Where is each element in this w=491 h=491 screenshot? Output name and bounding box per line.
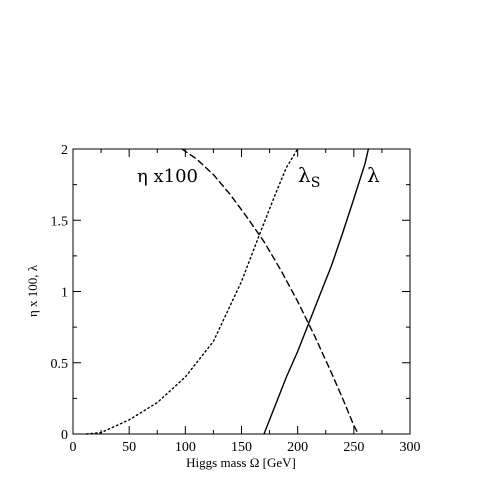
axis-ticks: [72, 148, 411, 435]
lambda-s-line: [85, 148, 299, 435]
plot-area: [85, 148, 370, 435]
x-tick-label: 0: [70, 440, 77, 455]
x-tick-label: 250: [343, 440, 364, 455]
series-label-lambda-s: λS: [298, 163, 320, 191]
lambda-s-main: λ: [298, 163, 311, 187]
x-tick-label: 150: [231, 440, 252, 455]
y-tick-label: 0.5: [51, 357, 69, 372]
y-tick-label: 0: [61, 428, 68, 443]
series-label-lambda: λ: [367, 163, 380, 187]
series-label-eta: η x100: [137, 166, 198, 187]
x-tick-label: 100: [175, 440, 196, 455]
y-axis-label: η x 100, λ: [25, 264, 40, 317]
y-tick-label: 1.5: [51, 214, 69, 229]
y-tick-label: 2: [61, 143, 68, 158]
plot-frame: [72, 148, 411, 435]
x-axis-label: Higgs mass Ω [GeV]: [186, 455, 296, 470]
lambda-line: [263, 148, 370, 435]
lambda-s-subscript: S: [311, 175, 321, 191]
x-tick-label: 200: [287, 440, 308, 455]
x-tick-label: 50: [122, 440, 136, 455]
y-tick-label: 1: [61, 286, 68, 301]
x-tick-label: 300: [400, 440, 421, 455]
tick-labels: 0 50 100 150 200 250 300 0 0.5 1 1.5 2: [51, 143, 421, 455]
eta-x100-line: [181, 148, 359, 435]
